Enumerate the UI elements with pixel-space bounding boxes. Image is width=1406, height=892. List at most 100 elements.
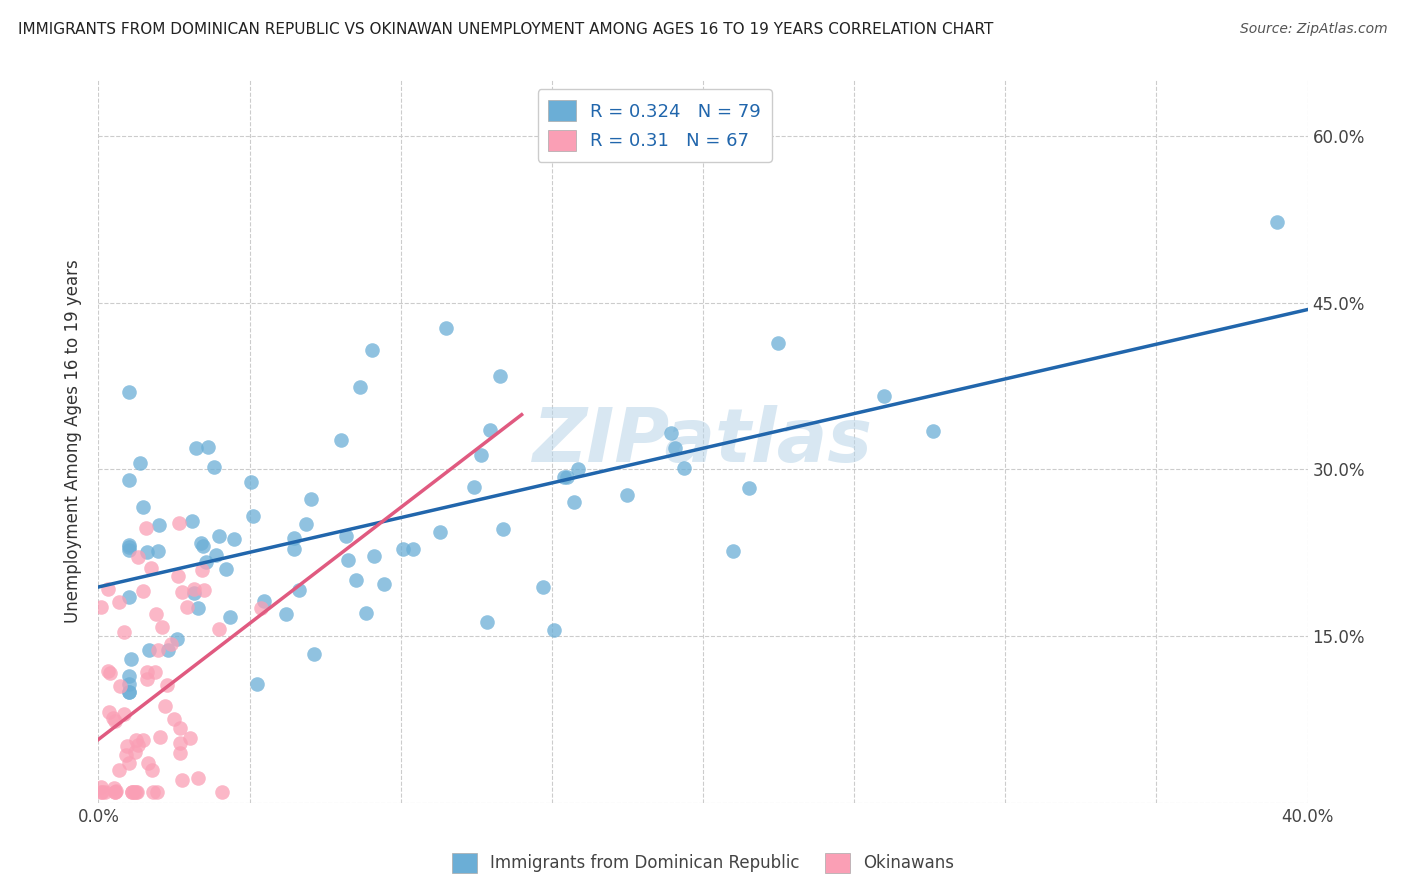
Point xyxy=(90,600,112,615)
Point xyxy=(129,456,152,470)
Legend: R = 0.324   N = 79, R = 0.31   N = 67: R = 0.324 N = 79, R = 0.31 N = 67 xyxy=(537,89,772,161)
Point xyxy=(142,785,165,799)
Point xyxy=(659,426,682,441)
Text: Source: ZipAtlas.com: Source: ZipAtlas.com xyxy=(1240,22,1388,37)
Point xyxy=(479,423,502,437)
Point xyxy=(122,785,145,799)
Point xyxy=(135,665,157,680)
Point xyxy=(208,528,231,542)
Point xyxy=(176,599,198,614)
Point xyxy=(112,625,135,640)
Point xyxy=(139,560,162,574)
Point xyxy=(477,615,499,629)
Point xyxy=(118,669,141,683)
Point xyxy=(721,544,744,558)
Point xyxy=(125,785,148,799)
Point xyxy=(169,721,191,735)
Point xyxy=(187,771,209,785)
Point xyxy=(921,424,943,438)
Point xyxy=(118,541,141,555)
Point xyxy=(136,544,159,558)
Point xyxy=(246,677,269,691)
Point xyxy=(97,664,120,678)
Point xyxy=(191,563,214,577)
Point xyxy=(118,543,141,558)
Point xyxy=(127,785,149,799)
Point xyxy=(219,610,242,624)
Point xyxy=(330,433,353,447)
Point xyxy=(104,785,127,799)
Point xyxy=(543,624,565,638)
Point xyxy=(179,731,201,745)
Point xyxy=(118,385,141,400)
Point xyxy=(344,573,367,587)
Legend: Immigrants from Dominican Republic, Okinawans: Immigrants from Dominican Republic, Okin… xyxy=(446,847,960,880)
Point xyxy=(132,500,155,515)
Point xyxy=(202,459,225,474)
Point xyxy=(373,577,395,591)
Point xyxy=(167,516,190,530)
Point xyxy=(354,606,377,620)
Point xyxy=(127,738,149,752)
Point xyxy=(553,469,575,483)
Point xyxy=(152,620,174,634)
Point xyxy=(143,665,166,679)
Point xyxy=(138,642,160,657)
Point xyxy=(873,389,896,403)
Point xyxy=(191,539,214,553)
Point xyxy=(181,514,204,528)
Point xyxy=(240,475,263,489)
Point xyxy=(214,562,236,576)
Point xyxy=(169,736,191,750)
Point xyxy=(118,677,141,691)
Point xyxy=(114,747,136,762)
Point xyxy=(295,517,318,532)
Point xyxy=(197,440,219,454)
Point xyxy=(436,321,458,335)
Point xyxy=(738,481,761,495)
Point xyxy=(167,569,190,583)
Point xyxy=(337,552,360,566)
Point xyxy=(616,488,638,502)
Point xyxy=(172,585,194,599)
Point xyxy=(299,491,322,506)
Point xyxy=(156,643,179,657)
Point xyxy=(190,536,212,550)
Point xyxy=(183,582,205,596)
Point xyxy=(104,784,127,798)
Point xyxy=(136,672,159,686)
Point xyxy=(194,555,217,569)
Point xyxy=(118,684,141,698)
Point xyxy=(1267,215,1289,229)
Point xyxy=(97,582,120,597)
Point xyxy=(115,739,138,754)
Point xyxy=(470,448,492,462)
Point xyxy=(402,541,425,556)
Point xyxy=(112,706,135,721)
Point xyxy=(124,745,146,759)
Point xyxy=(183,585,205,599)
Point xyxy=(193,583,215,598)
Point xyxy=(155,698,177,713)
Point xyxy=(492,522,515,536)
Point xyxy=(488,368,510,383)
Point xyxy=(146,643,169,657)
Point xyxy=(163,712,186,726)
Point xyxy=(104,785,127,799)
Point xyxy=(242,508,264,523)
Point xyxy=(276,607,298,621)
Point xyxy=(108,594,131,608)
Point xyxy=(90,780,112,794)
Point xyxy=(121,785,143,799)
Point xyxy=(132,733,155,747)
Point xyxy=(335,529,357,543)
Point xyxy=(283,541,305,556)
Point xyxy=(94,785,117,799)
Point xyxy=(118,473,141,487)
Point xyxy=(127,549,149,564)
Point xyxy=(673,460,696,475)
Point xyxy=(360,343,382,358)
Point xyxy=(91,785,114,799)
Point xyxy=(170,773,193,788)
Point xyxy=(159,637,181,651)
